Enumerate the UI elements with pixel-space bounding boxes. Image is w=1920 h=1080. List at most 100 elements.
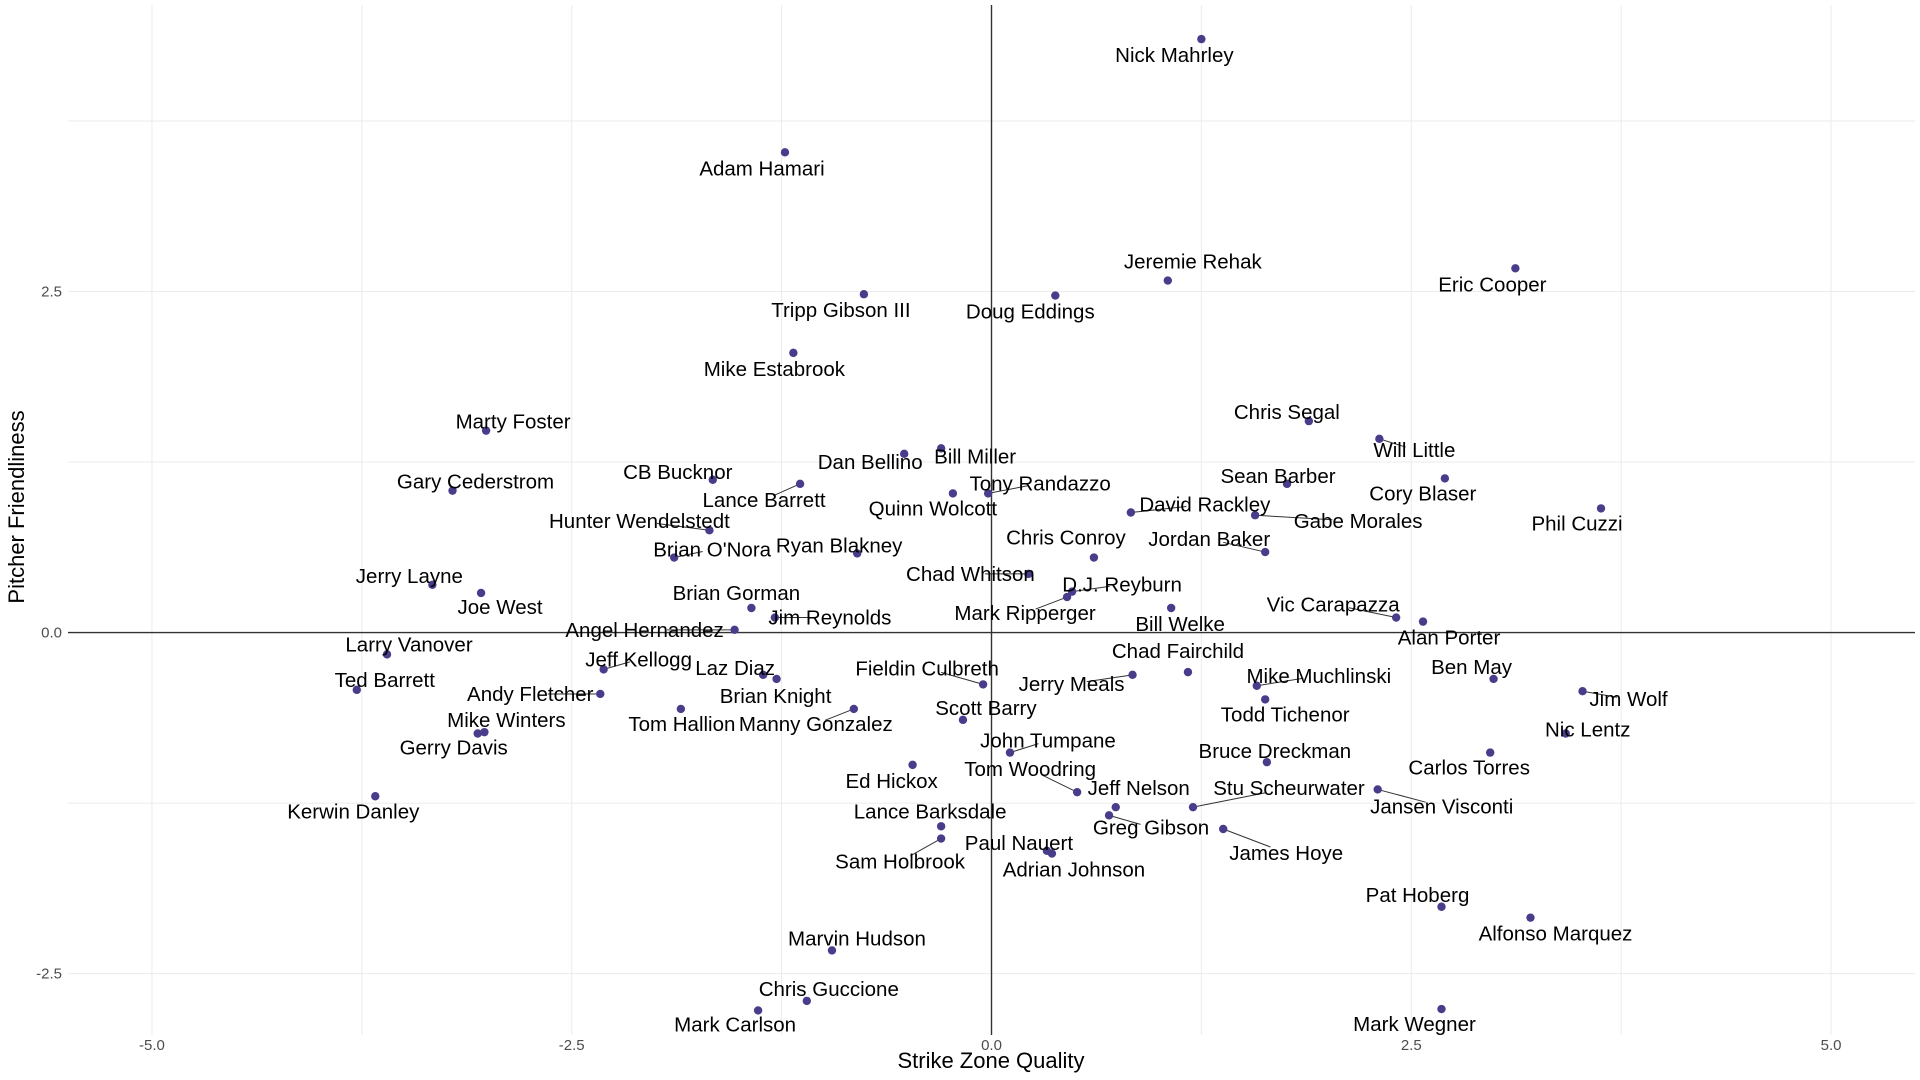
label-leader-line xyxy=(1348,607,1397,619)
x-tick-label: 5.0 xyxy=(1821,1037,1842,1054)
data-point xyxy=(676,704,686,714)
point-label: Jansen Visconti xyxy=(1370,795,1513,818)
point-label: Stu Scheurwater xyxy=(1213,777,1365,800)
data-point xyxy=(936,822,946,831)
point-label: Paul Nauert xyxy=(965,832,1074,855)
data-point xyxy=(1062,592,1072,602)
point-label: Larry Vanover xyxy=(345,633,472,656)
data-point xyxy=(1163,276,1173,285)
label-leader-line xyxy=(1086,674,1133,683)
point-label: Carlos Torres xyxy=(1408,757,1530,780)
data-point xyxy=(908,760,917,770)
point-label: Adrian Johnson xyxy=(1003,859,1145,882)
data-point xyxy=(1391,613,1401,622)
point-label: Pat Hoberg xyxy=(1366,884,1470,907)
data-point xyxy=(802,996,811,1006)
data-point xyxy=(1188,802,1198,812)
point-label: Alan Porter xyxy=(1398,627,1501,650)
data-point xyxy=(983,489,993,498)
point-label: Brian Gorman xyxy=(673,582,801,605)
point-label: Chris Conroy xyxy=(1006,527,1126,550)
point-label: Chad Whitson xyxy=(906,563,1035,586)
data-point xyxy=(1373,785,1382,794)
data-point xyxy=(1304,416,1314,426)
zero-lines xyxy=(68,5,1915,1035)
point-label: Will Little xyxy=(1373,439,1455,462)
x-axis-title: Strike Zone Quality xyxy=(897,1048,1084,1073)
data-point xyxy=(789,348,798,358)
data-point xyxy=(772,674,781,684)
point-label: Mark Ripperger xyxy=(954,602,1095,625)
label-leader-line xyxy=(1379,438,1406,448)
label-leader-line xyxy=(1256,677,1304,687)
point-label: Gabe Morales xyxy=(1294,510,1423,533)
data-point xyxy=(1485,748,1495,757)
point-label: Cory Blaser xyxy=(1369,482,1476,505)
data-point xyxy=(352,685,362,695)
data-point xyxy=(1024,569,1033,579)
data-point xyxy=(371,792,380,801)
data-point xyxy=(473,729,482,738)
label-leader-line xyxy=(603,661,631,670)
point-label: Marvin Hudson xyxy=(788,927,926,950)
point-label: Hunter Wendelstedt xyxy=(549,510,730,533)
y-axis-ticks: -2.5 0.0 2.5 xyxy=(36,283,62,982)
point-label: Tony Randazzo xyxy=(969,472,1110,495)
data-point xyxy=(1005,748,1015,757)
point-label: Sean Barber xyxy=(1220,465,1335,488)
data-point xyxy=(859,290,869,299)
point-label: Tom Hallion xyxy=(628,713,735,736)
point-label: Alfonso Marquez xyxy=(1479,923,1633,946)
point-label: Sam Holbrook xyxy=(835,851,966,874)
point-label: Ryan Blakney xyxy=(776,534,903,557)
point-label: Vic Carapazza xyxy=(1267,594,1401,617)
point-label: Jeff Nelson xyxy=(1088,777,1190,800)
data-point xyxy=(1047,849,1057,858)
data-point xyxy=(1262,757,1272,767)
label-leader-line xyxy=(772,483,801,497)
y-tick-label: 0.0 xyxy=(41,625,62,642)
data-point xyxy=(758,670,768,680)
point-label: Tom Woodring xyxy=(964,758,1096,781)
point-label: James Hoye xyxy=(1229,842,1343,865)
data-point xyxy=(705,526,714,535)
data-point xyxy=(1260,547,1270,557)
point-label: Todd Tichenor xyxy=(1221,703,1350,726)
x-tick-label: -2.5 xyxy=(559,1037,585,1054)
data-point xyxy=(1183,667,1193,677)
data-point xyxy=(448,486,457,495)
data-point xyxy=(978,680,988,689)
point-label: Jordan Baker xyxy=(1148,528,1270,551)
point-label: Jim Wolf xyxy=(1589,688,1668,711)
point-label: Angel Hernandez xyxy=(565,619,723,642)
data-point xyxy=(1051,291,1060,300)
point-label: John Tumpane xyxy=(980,730,1116,753)
data-point xyxy=(599,665,608,674)
point-label: Laz Diaz xyxy=(695,657,775,680)
point-label: Jeremie Rehak xyxy=(1124,251,1263,274)
data-point xyxy=(1250,511,1260,520)
point-label: Ben May xyxy=(1431,656,1513,679)
data-point xyxy=(1561,729,1570,738)
data-point xyxy=(1282,479,1292,489)
data-point xyxy=(747,603,756,613)
data-point xyxy=(708,475,717,484)
point-label: Adam Hamari xyxy=(699,157,824,180)
data-point xyxy=(1489,674,1498,684)
data-point xyxy=(958,715,968,725)
point-label: Phil Cuzzi xyxy=(1531,512,1622,535)
point-label: Doug Eddings xyxy=(966,301,1095,324)
data-point xyxy=(1252,681,1261,690)
point-label: Gerry Davis xyxy=(400,737,508,760)
data-point xyxy=(1104,811,1114,820)
point-label: Chris Guccione xyxy=(759,978,899,1001)
data-point xyxy=(936,834,946,843)
point-label: Joe West xyxy=(458,596,543,619)
data-point xyxy=(948,489,958,498)
label-leader-line xyxy=(1255,514,1333,521)
point-label: David Rackley xyxy=(1139,493,1271,516)
point-label: Nic Lentz xyxy=(1545,719,1630,742)
point-label: Tripp Gibson III xyxy=(771,299,910,322)
data-point xyxy=(428,580,437,590)
